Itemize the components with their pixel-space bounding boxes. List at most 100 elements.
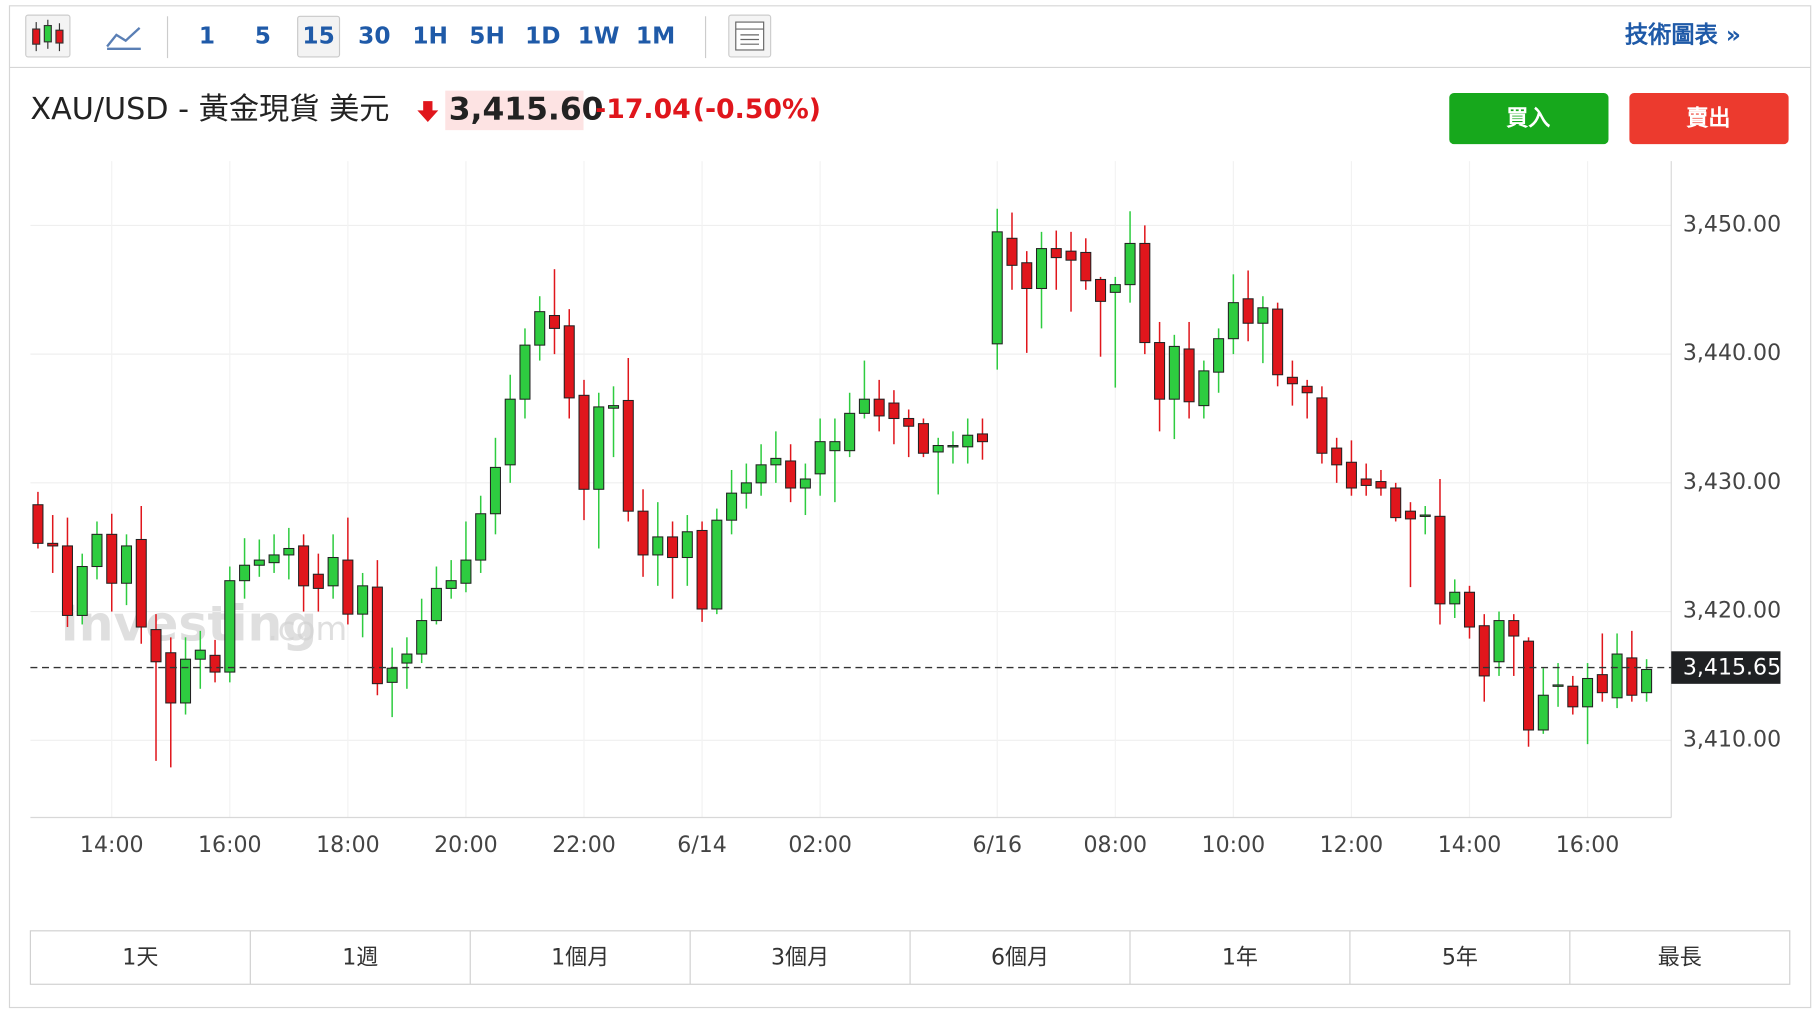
candle-body: [135, 538, 147, 628]
x-tick-label: 12:00: [1320, 833, 1384, 858]
range-button[interactable]: 3個月: [771, 946, 829, 971]
y-tick-label: 3,440.00: [1683, 341, 1781, 366]
candle-body: [1213, 338, 1225, 373]
candle-body: [445, 580, 457, 589]
range-button[interactable]: 5年: [1442, 946, 1478, 971]
candle-body: [460, 559, 472, 584]
interval-button[interactable]: 15: [302, 23, 334, 50]
candle-body: [1286, 376, 1298, 385]
interval-button[interactable]: 30: [358, 23, 390, 50]
candle-body: [475, 513, 487, 561]
candle-body: [401, 653, 413, 664]
x-tick-label: 02:00: [788, 833, 852, 858]
candle-body: [903, 417, 915, 427]
candle-body: [1301, 385, 1313, 394]
candle-body: [1168, 345, 1180, 400]
buy-button[interactable]: [1449, 92, 1609, 145]
candle-body: [1463, 591, 1476, 628]
price-highlight: [445, 90, 584, 131]
candle-body: [1390, 487, 1402, 519]
candle-body: [888, 402, 900, 420]
candle-body: [740, 482, 752, 494]
range-button[interactable]: 1天: [122, 946, 158, 971]
x-tick-label: 16:00: [1556, 833, 1620, 858]
plot: 3,410.00 3,420.00 3,430.00 3,440.00 3,450.00…: [30, 161, 1781, 858]
candle-body: [1006, 237, 1018, 266]
candle-body: [947, 445, 959, 448]
candle-body: [416, 620, 428, 655]
candle-body: [858, 398, 870, 414]
range-button[interactable]: 1個月: [551, 946, 609, 971]
candle-body: [312, 573, 324, 589]
interval-button[interactable]: 5: [255, 23, 271, 50]
interval-button[interactable]: 1: [199, 23, 215, 50]
candle-body: [1345, 461, 1357, 489]
candle-body: [1552, 684, 1564, 687]
candle-body: [681, 531, 693, 559]
range-button[interactable]: 最長: [1658, 946, 1702, 971]
range-button[interactable]: 1年: [1222, 946, 1258, 971]
last-price-box: [1671, 651, 1781, 684]
interval-button[interactable]: 5H: [469, 23, 505, 50]
candle-body: [253, 559, 265, 566]
candle-body: [165, 652, 177, 704]
candle-body: [1611, 653, 1623, 699]
candle-body: [1508, 620, 1520, 637]
candle-body: [1493, 620, 1505, 663]
candle-body: [1154, 342, 1166, 400]
candle-body: [430, 587, 442, 622]
interval-button[interactable]: 1H: [412, 23, 448, 50]
candle-body: [1434, 515, 1446, 605]
change-percent: (-0.50%): [693, 94, 821, 125]
candle-body: [563, 325, 575, 399]
candle-body: [1375, 481, 1387, 489]
candle-body: [1360, 478, 1372, 486]
candle-body: [1139, 242, 1151, 344]
candle-body: [342, 559, 354, 615]
x-tick-label: 14:00: [1438, 833, 1502, 858]
candle-body: [76, 565, 88, 616]
candle-body: [770, 457, 782, 466]
candle-body: [829, 441, 841, 452]
x-tick-label: 22:00: [552, 833, 616, 858]
candle-body: [1523, 640, 1535, 731]
candle-body: [1316, 397, 1328, 454]
candle-body: [755, 464, 767, 484]
candle-body: [209, 654, 221, 673]
candle-body: [726, 492, 738, 521]
x-tick-label: 14:00: [80, 833, 144, 858]
sell-button[interactable]: [1629, 92, 1789, 145]
candle-body: [504, 398, 516, 466]
candle-body: [1419, 514, 1431, 517]
candle-body: [224, 580, 236, 673]
down-arrow: [417, 101, 439, 123]
candle-body: [593, 406, 605, 490]
layout-icon[interactable]: [728, 14, 772, 58]
candle-body: [608, 405, 620, 409]
y-tick-label: 3,410.00: [1683, 727, 1781, 752]
candle-body: [1478, 625, 1490, 677]
candle-icon[interactable]: [25, 14, 71, 58]
buy-label[interactable]: 買入: [1506, 107, 1550, 132]
candle-body: [1641, 668, 1653, 694]
candle-body: [386, 667, 398, 683]
line-icon[interactable]: [106, 27, 141, 50]
interval-button[interactable]: 1M: [636, 23, 675, 50]
tech-chart-link[interactable]: 技術圖表 »: [1625, 22, 1741, 49]
candle-body: [1198, 370, 1210, 407]
x-tick-label: 08:00: [1084, 833, 1148, 858]
candle-body: [194, 649, 206, 660]
x-tick-label: 6/14: [677, 833, 727, 858]
x-tick-label: 6/16: [972, 833, 1022, 858]
interval-button[interactable]: 1D: [525, 23, 560, 50]
candle-body: [298, 545, 310, 587]
x-tick-label: 16:00: [198, 833, 262, 858]
candle-body: [268, 554, 280, 564]
range-button[interactable]: 6個月: [991, 946, 1049, 971]
candle-body: [667, 536, 679, 559]
candle-body: [976, 433, 988, 443]
candle-body: [917, 423, 929, 454]
sell-label[interactable]: 賣出: [1685, 107, 1730, 132]
interval-button[interactable]: 1W: [578, 23, 620, 50]
range-button[interactable]: 1週: [342, 946, 378, 971]
